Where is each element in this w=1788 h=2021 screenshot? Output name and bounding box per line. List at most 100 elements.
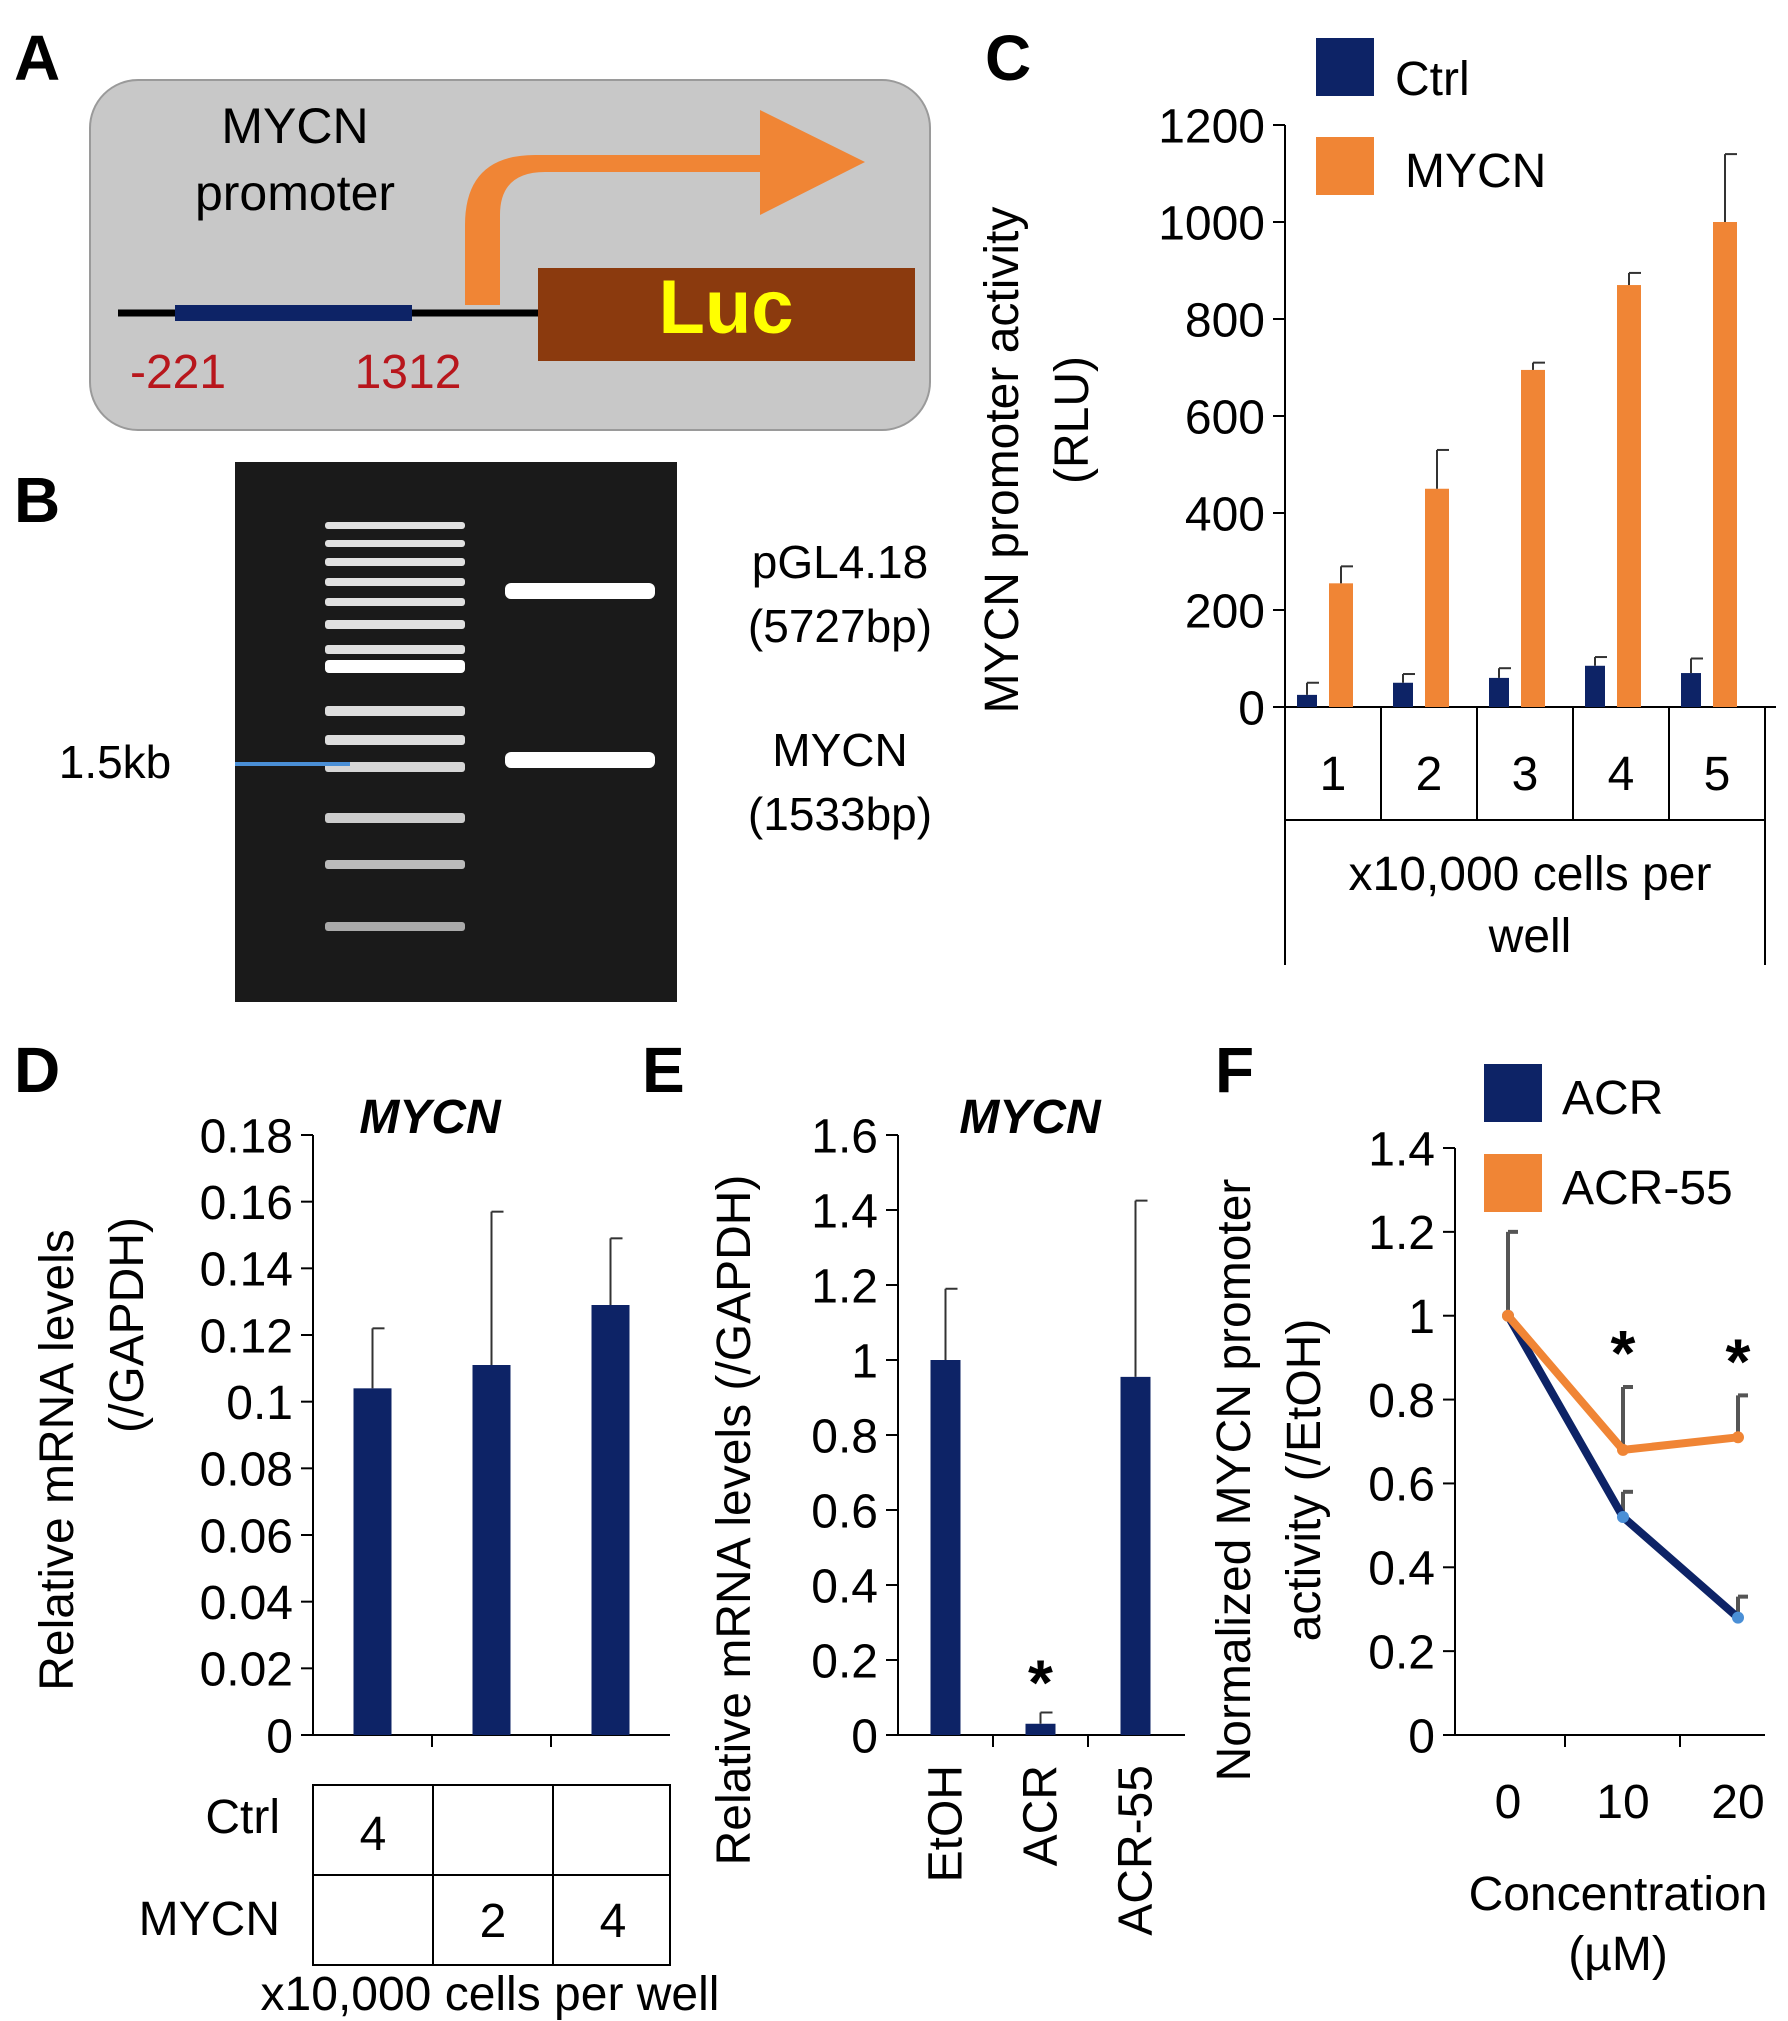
chart-f-significance-marker: * bbox=[1726, 1325, 1751, 1397]
chart-c-category-label: 4 bbox=[1608, 748, 1635, 801]
chart-f-point-acr-55 bbox=[1502, 1309, 1514, 1322]
chart-f-point-acr-55 bbox=[1617, 1443, 1629, 1456]
chart-e-bar bbox=[1025, 1723, 1056, 1735]
luc-label: Luc bbox=[658, 265, 793, 350]
chart-c-ytick-label: 1200 bbox=[1158, 100, 1265, 153]
chart-e-ytick-label: 0.8 bbox=[811, 1410, 878, 1463]
plasmid-band bbox=[505, 583, 655, 599]
position-end-label: 1312 bbox=[355, 346, 462, 399]
promoter-label-line2: promoter bbox=[195, 165, 395, 221]
chart-c-category-label: 1 bbox=[1320, 748, 1347, 801]
chart-d-ytick-label: 0.12 bbox=[200, 1310, 293, 1363]
chart-d-ytick-label: 0.02 bbox=[200, 1644, 293, 1697]
chart-d-table: Ctrl MYCN 4 2 4 bbox=[139, 1784, 671, 1966]
chart-c-bar-ctrl bbox=[1681, 673, 1701, 707]
chart-f-ytick-label: 0.6 bbox=[1368, 1459, 1435, 1512]
chart-d-bar bbox=[353, 1388, 392, 1735]
chart-c-ylabel-line2: (RLU) bbox=[1046, 356, 1099, 484]
legend-mycn-swatch bbox=[1316, 137, 1374, 195]
chart-e-significance-marker: * bbox=[1028, 1647, 1053, 1719]
chart-f-xtick-label: 10 bbox=[1596, 1776, 1649, 1829]
ladder-band bbox=[325, 578, 465, 586]
panel-a-letter: A bbox=[14, 22, 60, 94]
chart-c-ytick-label: 800 bbox=[1185, 294, 1265, 347]
ladder-band bbox=[325, 860, 465, 869]
chart-f-point-acr bbox=[1732, 1611, 1744, 1624]
chart-c-bar-ctrl bbox=[1585, 665, 1605, 707]
chart-c-category-label: 2 bbox=[1416, 748, 1443, 801]
panel-b-letter: B bbox=[14, 464, 60, 536]
chart-e-ytick-label: 0 bbox=[851, 1710, 878, 1763]
panel-d-letter: D bbox=[14, 1034, 60, 1106]
promoter-region-bar bbox=[175, 305, 412, 321]
chart-e-title: MYCN bbox=[959, 1091, 1102, 1144]
chart-d-xlabel: x10,000 cells per well bbox=[261, 1968, 720, 2021]
chart-e-category-label: EtOH bbox=[920, 1765, 973, 1882]
position-start-label: -221 bbox=[130, 346, 226, 399]
legend-acr-swatch bbox=[1484, 1064, 1542, 1122]
chart-f-xtick-label: 0 bbox=[1495, 1776, 1522, 1829]
legend-acr-label: ACR bbox=[1562, 1072, 1663, 1125]
legend-mycn-label: MYCN bbox=[1405, 145, 1546, 198]
chart-d-ytick-label: 0.16 bbox=[200, 1177, 293, 1230]
chart-d-ylabel-line2: (/GAPDH) bbox=[101, 1217, 154, 1433]
ladder-band bbox=[325, 660, 465, 673]
ladder-band bbox=[325, 735, 465, 745]
chart-d-title: MYCN bbox=[359, 1091, 502, 1144]
chart-f-xlabel-line1: Concentration bbox=[1469, 1868, 1768, 1921]
chart-f-ylabel-line1: Normalized MYCN promoter bbox=[1208, 1179, 1261, 1782]
chart-e-ylabel: Relative mRNA levels (/GAPDH) bbox=[708, 1175, 761, 1866]
chart-e-ytick-label: 0.2 bbox=[811, 1635, 878, 1688]
chart-d-bar bbox=[472, 1365, 511, 1735]
dna-ladder bbox=[325, 522, 465, 931]
legend-acr55-swatch bbox=[1484, 1154, 1542, 1212]
chart-e-bar bbox=[930, 1360, 961, 1735]
chart-d-ytick-label: 0.18 bbox=[200, 1110, 293, 1163]
chart-c-bar-mycn bbox=[1329, 583, 1353, 707]
chart-f-point-acr bbox=[1617, 1510, 1629, 1523]
table-cell: 2 bbox=[480, 1895, 507, 1948]
luc-box bbox=[538, 268, 915, 361]
panel-c-letter: C bbox=[985, 22, 1031, 94]
chart-c-bar-mycn bbox=[1713, 222, 1737, 707]
insert-band bbox=[505, 752, 655, 768]
ladder-band bbox=[325, 558, 465, 566]
chart-f-ytick-label: 0 bbox=[1408, 1710, 1435, 1763]
chart-c-bar-mycn bbox=[1521, 369, 1545, 707]
table-cell: 4 bbox=[600, 1895, 627, 1948]
chart-c-ytick-label: 1000 bbox=[1158, 197, 1265, 250]
chart-e-ytick-label: 1.6 bbox=[811, 1110, 878, 1163]
chart-c-ytick-label: 0 bbox=[1238, 682, 1265, 735]
panel-e-letter: E bbox=[642, 1034, 685, 1106]
chart-d-ytick-label: 0.04 bbox=[200, 1577, 293, 1630]
chart-d-ytick-label: 0.14 bbox=[200, 1244, 293, 1297]
ladder-band bbox=[325, 522, 465, 529]
chart-c-bar-mycn bbox=[1425, 488, 1449, 707]
chart-d-ylabel-line1: Relative mRNA levels bbox=[31, 1229, 84, 1690]
chart-c-bar-mycn bbox=[1617, 285, 1641, 707]
chart-f-ytick-label: 0.8 bbox=[1368, 1375, 1435, 1428]
chart-d: MYCN Relative mRNA levels (/GAPDH) 0 0.02… bbox=[31, 1091, 719, 2021]
chart-c-ytick-label: 600 bbox=[1185, 391, 1265, 444]
band1-size: (5727bp) bbox=[748, 600, 932, 652]
chart-e-ytick-label: 1 bbox=[851, 1335, 878, 1388]
ladder-band bbox=[325, 922, 465, 931]
chart-e: MYCN Relative mRNA levels (/GAPDH) 0 0.2 0… bbox=[708, 1091, 1185, 1936]
chart-d-ytick-label: 0 bbox=[266, 1710, 293, 1763]
chart-f-ytick-label: 1 bbox=[1408, 1291, 1435, 1344]
chart-d-ytick-label: 0.06 bbox=[200, 1510, 293, 1563]
legend-ctrl-swatch bbox=[1316, 38, 1374, 96]
ladder-size-label: 1.5kb bbox=[59, 736, 172, 788]
chart-f-xlabel-line2: (µM) bbox=[1568, 1928, 1668, 1981]
chart-c-xlabel-line1: x10,000 cells per bbox=[1349, 848, 1712, 901]
chart-c-bar-ctrl bbox=[1489, 677, 1509, 707]
table-row-label-ctrl: Ctrl bbox=[205, 1791, 280, 1844]
chart-f-ytick-label: 0.4 bbox=[1368, 1543, 1435, 1596]
chart-d-ytick-label: 0.08 bbox=[200, 1444, 293, 1497]
chart-f-xtick-label: 20 bbox=[1711, 1776, 1764, 1829]
transcription-arrow-icon bbox=[465, 110, 865, 305]
chart-e-ytick-label: 0.6 bbox=[811, 1485, 878, 1538]
chart-c: Ctrl MYCN MYCN promoter activity (RLU) 0… bbox=[976, 38, 1776, 965]
ladder-band bbox=[325, 762, 465, 772]
chart-e-ytick-label: 1.2 bbox=[811, 1260, 878, 1313]
